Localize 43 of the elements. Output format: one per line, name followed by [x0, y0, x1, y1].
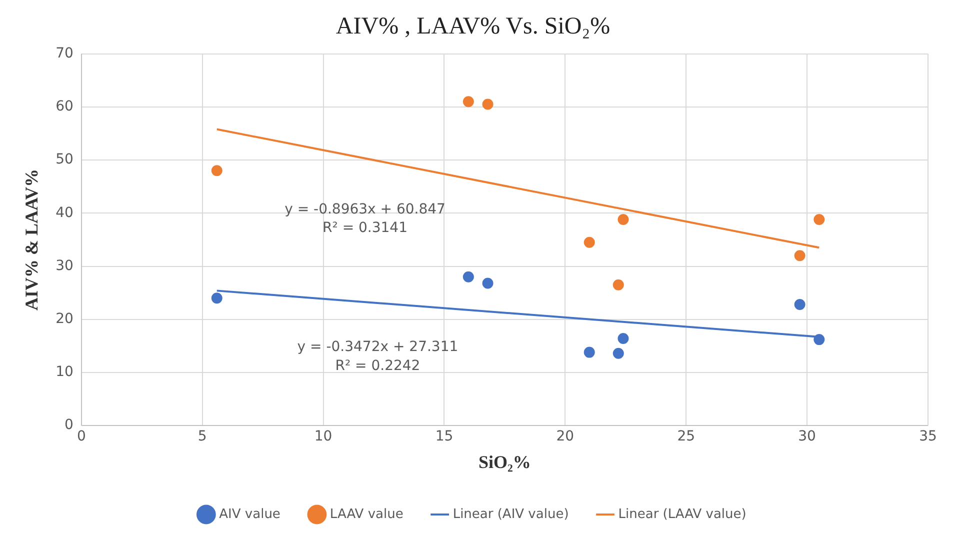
point: [462, 271, 474, 282]
legend-label: Linear (AIV value): [452, 506, 569, 522]
point: [462, 96, 474, 108]
point: [814, 214, 825, 226]
point: [482, 98, 494, 110]
point: [211, 165, 222, 176]
point: [814, 334, 825, 346]
x-tick-label: 10: [314, 428, 332, 445]
point: [584, 346, 595, 358]
y-axis-title: AIV% & LAAV%: [21, 168, 42, 311]
y-tick-label: 70: [56, 45, 74, 62]
point: [612, 279, 624, 290]
x-tick-label: 0: [76, 428, 86, 445]
x-tick-label: 25: [677, 428, 696, 445]
annotation: R² = 0.3141: [322, 220, 408, 236]
x-tick-label: 5: [198, 428, 207, 445]
y-tick-label: 60: [56, 98, 74, 115]
y-tick-label: 50: [56, 152, 74, 168]
annotation: R² = 0.2242: [335, 358, 420, 374]
x-tick-label: 30: [798, 428, 816, 445]
x-tick-label: 20: [556, 428, 574, 445]
point: [794, 250, 806, 262]
point: [612, 348, 624, 359]
point: [794, 299, 806, 310]
y-tick-label: 40: [56, 204, 74, 221]
point: [618, 214, 629, 226]
legend-label: LAAV value: [330, 506, 404, 522]
chart-title: AIV% , LAAV% Vs. SiO₂%: [336, 14, 610, 40]
x-tick-label: 35: [919, 428, 937, 445]
y-tick-label: 20: [56, 311, 74, 328]
y-tick-label: 10: [56, 364, 74, 380]
annotation: y = -0.3472x + 27.311: [297, 339, 458, 356]
point: [482, 278, 494, 289]
legend-label: AIV value: [219, 506, 280, 522]
point: [211, 292, 222, 304]
point: [584, 236, 595, 248]
x-axis-title: SiO₂%: [478, 452, 531, 472]
y-tick-label: 0: [64, 417, 74, 434]
point: [618, 332, 629, 344]
y-tick-label: 30: [56, 258, 74, 274]
annotation: y = -0.8963x + 60.847: [284, 202, 446, 218]
x-tick-label: 15: [435, 428, 454, 445]
legend-label: Linear (LAAV value): [618, 506, 746, 522]
